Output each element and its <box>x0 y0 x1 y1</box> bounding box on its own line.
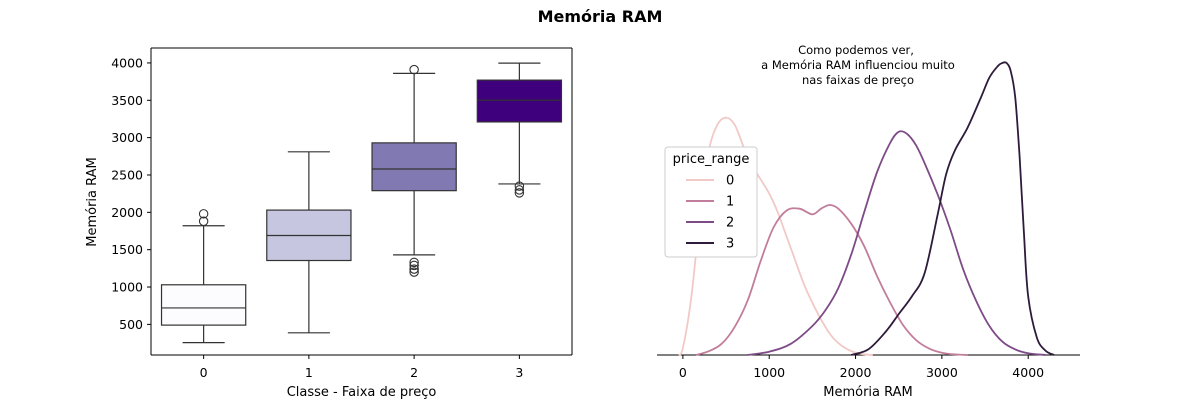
boxplot-box-group <box>476 62 563 198</box>
boxplot-xtick-label: 0 <box>200 365 208 380</box>
kde-xtick-label: 0 <box>679 365 687 380</box>
boxplot-ytick-label: 3000 <box>111 130 143 145</box>
boxplot-xlabel: Classe - Faixa de preço <box>287 385 437 400</box>
boxplot-box <box>371 142 457 192</box>
figure-suptitle: Memória RAM <box>538 7 663 26</box>
kde-annotation-line-3: nas faixas de preço <box>802 73 914 87</box>
boxplot-box <box>476 79 563 123</box>
boxplot-ytick-label: 3500 <box>111 93 143 108</box>
kde-annotation-line-1: Como podemos ver, <box>798 43 914 57</box>
boxplot-flier <box>514 181 525 191</box>
boxplot-flier <box>514 188 525 198</box>
boxplot-box <box>160 284 247 326</box>
boxplot-ytick-label: 2000 <box>111 205 143 220</box>
boxplot-flier <box>198 209 209 219</box>
boxplot-xtick-label: 2 <box>410 365 418 380</box>
legend-label-2: 2 <box>726 216 734 231</box>
boxplot-flier <box>409 264 419 274</box>
boxplot-box-group <box>160 209 247 344</box>
boxplot-ytick-label: 1000 <box>111 280 143 295</box>
boxplot-xtick-label: 3 <box>515 365 523 380</box>
boxplot-flier <box>409 267 419 277</box>
kde-xtick-label: 2000 <box>840 365 872 380</box>
boxplot-xtick-label: 1 <box>305 365 313 380</box>
boxplot-panel: 500 1000 1500 2000 2500 3000 3500 4000 0 1 2 3 <box>111 47 573 380</box>
boxplot-flier <box>409 64 419 75</box>
legend-label-3: 3 <box>726 237 734 252</box>
boxplot-box-group <box>371 64 457 277</box>
kde-curve-1 <box>695 204 968 356</box>
boxplot-ylabel: Memória RAM <box>85 157 100 247</box>
legend-title: price_range <box>673 152 750 167</box>
kde-curve-2 <box>747 130 1046 356</box>
boxplot-flier <box>514 185 525 195</box>
kde-legend: price_range 0 1 2 3 <box>664 146 758 258</box>
kde-annotation-line-2: a Memória RAM influenciou muito <box>761 58 955 72</box>
kde-xtick-label: 4000 <box>1012 365 1044 380</box>
boxplot-ytick-label: 1500 <box>111 242 143 257</box>
kde-xlabel: Memória RAM <box>823 385 913 400</box>
boxplot-flier <box>409 260 419 271</box>
boxplot-ytick-label: 4000 <box>111 55 143 70</box>
boxplot-ytick-label: 500 <box>119 317 143 332</box>
kde-xtick-label: 3000 <box>926 365 958 380</box>
kde-curve-3 <box>850 61 1055 356</box>
boxplot-ytick-label: 2500 <box>111 167 143 182</box>
boxplot-flier <box>409 257 419 268</box>
kde-xtick-label: 1000 <box>753 365 785 380</box>
boxplot-flier <box>198 216 209 227</box>
legend-label-0: 0 <box>726 174 734 189</box>
legend-label-1: 1 <box>726 195 734 210</box>
boxplot-box-group <box>266 151 352 334</box>
